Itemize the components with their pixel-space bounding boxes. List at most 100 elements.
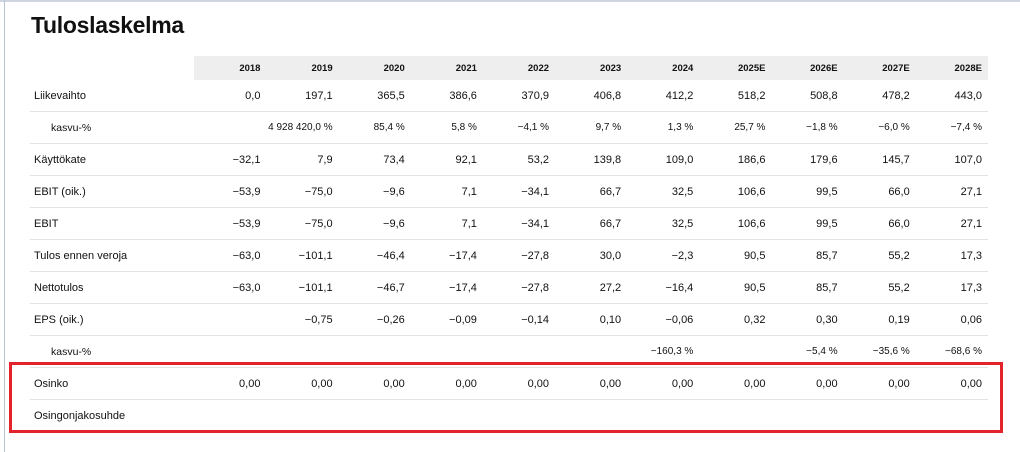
income-statement-table: 2018 2019 2020 2021 2022 2023 2024 2025E 2026E 20…	[30, 56, 988, 431]
table-cell: 0,00	[410, 367, 483, 400]
table-cell: 55,2	[843, 239, 916, 272]
table-cell: 186,6	[699, 143, 772, 176]
window-top-border	[0, 0, 1020, 2]
table-cell: −34,1	[482, 175, 556, 208]
table-cell: 386,6	[449, 89, 477, 102]
table-cell: 99,5	[771, 175, 844, 208]
table-cell: 7,9	[266, 143, 339, 176]
year-header: 2020	[338, 56, 411, 80]
table-cell: 32,5	[627, 175, 700, 208]
table-cell	[338, 399, 411, 431]
table-row: Käyttökate −32,1 7,9 73,4 92,1 53,2 139,8 109,0…	[30, 143, 988, 176]
row-label: EBIT (oik.)	[30, 175, 195, 208]
table-cell	[482, 399, 556, 431]
table-cell: 508,8	[810, 89, 838, 102]
year-header: 2024	[627, 56, 700, 80]
table-cell: −0,09	[410, 303, 483, 336]
table-cell: 9,7 %	[555, 111, 628, 144]
table-row: Liikevaihto 0,0 197,1 365,5 386,6 370,9 406,8 4…	[30, 80, 988, 112]
table-cell: 0,06	[915, 303, 988, 336]
table-cell: 1,3 %	[627, 111, 700, 144]
table-cell: 518,2	[737, 89, 766, 102]
table-cell: 99,5	[771, 207, 844, 240]
table-cell: 53,2	[482, 143, 556, 176]
year-header: 2028E	[915, 56, 988, 80]
table-cell: −17,4	[410, 271, 483, 304]
table-cell: 0,30	[771, 303, 844, 336]
table-cell: −16,4	[627, 271, 700, 304]
row-label: EBIT	[30, 207, 195, 240]
table-cell: −0,75	[266, 303, 339, 336]
table-cell: −101,1	[266, 271, 339, 304]
table-cell: 27,2	[555, 271, 628, 304]
table-cell: 109,0	[627, 143, 700, 176]
table-cell: 90,5	[699, 271, 772, 304]
table-cell: 406,8	[593, 89, 622, 102]
table-cell: 30,0	[555, 239, 628, 272]
table-row: EPS (oik.) −0,75 −0,26 −0,09 −0,14 0,10 −0,06 0…	[30, 303, 988, 336]
table-row: EBIT (oik.) −53,9 −75,0 −9,6 7,1 −34,1 66,7 32,…	[30, 175, 988, 208]
table-row: kasvu-% 4 928 420,0 % 85,4 % 5,8 % −4,1 % 9,7…	[30, 111, 988, 144]
year-header: 2021	[410, 56, 483, 80]
table-cell: 365,5	[377, 89, 405, 102]
table-cell: −27,8	[482, 239, 556, 272]
table-cell: 0,0	[245, 89, 261, 102]
table-row: Nettotulos −63,0 −101,1 −46,7 −17,4 −27,8 27,2…	[30, 271, 988, 304]
table-cell	[194, 111, 267, 144]
table-row: Osingonjakosuhde	[30, 399, 988, 431]
table-cell: −53,9	[194, 207, 267, 240]
table-cell: 66,7	[555, 207, 628, 240]
table-cell: 0,00	[915, 367, 988, 400]
table-cell: −0,14	[482, 303, 556, 336]
table-cell: 66,0	[843, 175, 916, 208]
table-cell: 66,0	[843, 207, 916, 240]
table-cell: 179,6	[771, 143, 844, 176]
table-cell: 85,7	[771, 271, 844, 304]
table-cell: 27,1	[915, 175, 988, 208]
page-title: Tuloslaskelma	[31, 12, 184, 38]
table-cell: −46,4	[338, 239, 411, 272]
table-cell: 107,0	[915, 143, 988, 176]
table-cell: −63,0	[194, 239, 267, 272]
table-row: Osinko 0,00 0,00 0,00 0,00 0,00 0,00 0,00 0,00 0,…	[30, 367, 988, 400]
table-cell: 370,9	[521, 89, 550, 102]
table-cell: −0,06	[627, 303, 700, 336]
table-cell: −7,4 %	[915, 111, 988, 144]
row-label: Tulos ennen veroja	[30, 239, 195, 272]
table-cell: 17,3	[915, 239, 988, 272]
year-header-row: 2018 2019 2020 2021 2022 2023 2024 2025E 2026E 20…	[30, 56, 988, 80]
table-cell: −46,7	[338, 271, 411, 304]
year-header: 2019	[266, 56, 339, 80]
table-cell	[915, 399, 988, 431]
table-cell	[555, 399, 628, 431]
table-cell: 0,00	[771, 367, 844, 400]
table-cell	[266, 399, 339, 431]
table-cell: −4,1 %	[482, 111, 556, 144]
table-cell: 0,10	[555, 303, 628, 336]
row-label: Liikevaihto	[34, 89, 86, 102]
row-label: Käyttökate	[30, 143, 195, 176]
table-cell: 197,1	[305, 89, 333, 102]
table-cell	[627, 399, 700, 431]
table-cell: 0,00	[338, 367, 411, 400]
table-cell: 139,8	[555, 143, 628, 176]
table-cell: 25,7 %	[699, 111, 772, 144]
table-cell: 32,5	[627, 207, 700, 240]
highlight-box	[9, 362, 1003, 433]
year-header: 2025E	[699, 56, 772, 80]
label-column-header	[30, 56, 195, 80]
year-header: 2026E	[771, 56, 844, 80]
table-cell: −101,1	[266, 239, 339, 272]
table-cell: 0,00	[627, 367, 700, 400]
table-row: EBIT −53,9 −75,0 −9,6 7,1 −34,1 66,7 32,5 106,6 9…	[30, 207, 988, 240]
table-cell: −34,1	[482, 207, 556, 240]
row-label: Osingonjakosuhde	[30, 399, 195, 431]
table-cell: 0,19	[843, 303, 916, 336]
table-cell: 85,7	[771, 239, 844, 272]
table-cell: −6,0 %	[843, 111, 916, 144]
table-cell: 4 928 420,0 %	[266, 111, 339, 144]
row-label: kasvu-%	[30, 111, 195, 144]
table-cell: 27,1	[915, 207, 988, 240]
table-cell: −2,3	[627, 239, 700, 272]
year-header: 2018	[194, 56, 267, 80]
